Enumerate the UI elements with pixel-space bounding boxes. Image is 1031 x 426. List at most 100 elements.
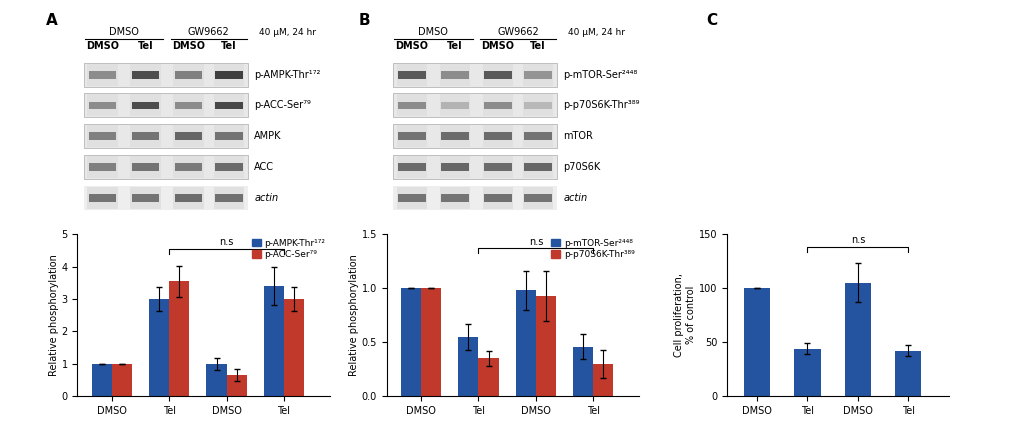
Bar bbox=[397, 94, 427, 116]
Text: DMSO: DMSO bbox=[109, 27, 139, 37]
Bar bbox=[525, 101, 552, 109]
Bar bbox=[844, 283, 871, 396]
Bar bbox=[89, 132, 117, 140]
FancyBboxPatch shape bbox=[393, 63, 557, 86]
Bar bbox=[174, 71, 202, 78]
Text: DMSO: DMSO bbox=[395, 40, 429, 51]
Bar bbox=[173, 125, 204, 147]
Bar bbox=[174, 132, 202, 140]
Bar bbox=[213, 94, 244, 116]
Bar bbox=[484, 163, 511, 171]
Bar bbox=[516, 291, 536, 396]
Text: Tel: Tel bbox=[221, 40, 237, 51]
Bar bbox=[215, 132, 242, 140]
Bar bbox=[525, 163, 552, 171]
Bar bbox=[523, 94, 554, 116]
Text: n.s: n.s bbox=[220, 237, 234, 247]
Bar bbox=[523, 156, 554, 178]
Bar bbox=[130, 94, 161, 116]
Text: Tel: Tel bbox=[447, 40, 463, 51]
Bar bbox=[398, 101, 426, 109]
Bar bbox=[483, 187, 513, 209]
Bar bbox=[398, 71, 426, 78]
Bar bbox=[89, 194, 117, 201]
Bar bbox=[398, 132, 426, 140]
Text: GW9662: GW9662 bbox=[497, 27, 539, 37]
FancyBboxPatch shape bbox=[84, 124, 247, 148]
Bar bbox=[536, 296, 556, 396]
Bar bbox=[484, 194, 511, 201]
Text: A: A bbox=[46, 13, 58, 28]
Text: ACC: ACC bbox=[254, 162, 274, 172]
Bar bbox=[88, 125, 118, 147]
Text: DMSO: DMSO bbox=[481, 40, 514, 51]
Bar bbox=[215, 163, 242, 171]
Bar bbox=[484, 132, 511, 140]
Y-axis label: Cell proliferation,
% of control: Cell proliferation, % of control bbox=[674, 273, 696, 357]
Bar bbox=[743, 288, 770, 396]
Bar bbox=[132, 71, 160, 78]
Text: AMPK: AMPK bbox=[254, 131, 281, 141]
Legend: p-mTOR-Ser²⁴⁴⁸, p-p70S6K-Thr³⁸⁹: p-mTOR-Ser²⁴⁴⁸, p-p70S6K-Thr³⁸⁹ bbox=[552, 239, 635, 259]
Bar bbox=[441, 101, 469, 109]
Text: p-mTOR-Ser²⁴⁴⁸: p-mTOR-Ser²⁴⁴⁸ bbox=[563, 70, 638, 80]
Bar bbox=[89, 101, 117, 109]
Text: p-p70S6K-Thr³⁸⁹: p-p70S6K-Thr³⁸⁹ bbox=[563, 101, 640, 110]
Y-axis label: Relative phosphorylation: Relative phosphorylation bbox=[348, 254, 359, 376]
Bar bbox=[439, 63, 470, 86]
Text: Tel: Tel bbox=[138, 40, 154, 51]
FancyBboxPatch shape bbox=[84, 63, 247, 86]
Bar bbox=[593, 364, 613, 396]
FancyBboxPatch shape bbox=[84, 93, 247, 118]
Bar bbox=[130, 187, 161, 209]
Bar bbox=[523, 125, 554, 147]
Text: GW9662: GW9662 bbox=[188, 27, 230, 37]
Text: 40 μM, 24 hr: 40 μM, 24 hr bbox=[568, 28, 626, 37]
Y-axis label: Relative phosphorylation: Relative phosphorylation bbox=[48, 254, 59, 376]
Bar bbox=[149, 299, 169, 396]
Text: DMSO: DMSO bbox=[172, 40, 205, 51]
Bar bbox=[174, 194, 202, 201]
Bar bbox=[483, 94, 513, 116]
Bar bbox=[215, 101, 242, 109]
Bar bbox=[441, 194, 469, 201]
Text: n.s: n.s bbox=[851, 235, 865, 245]
Bar bbox=[398, 163, 426, 171]
Bar bbox=[206, 364, 227, 396]
Bar bbox=[439, 187, 470, 209]
Bar bbox=[89, 163, 117, 171]
Bar bbox=[439, 125, 470, 147]
Bar bbox=[215, 194, 242, 201]
FancyBboxPatch shape bbox=[393, 155, 557, 179]
Bar bbox=[401, 288, 421, 396]
Bar bbox=[525, 132, 552, 140]
Bar bbox=[89, 71, 117, 78]
Bar bbox=[393, 186, 557, 210]
Bar bbox=[483, 125, 513, 147]
Bar bbox=[441, 71, 469, 78]
Bar bbox=[441, 163, 469, 171]
Bar bbox=[130, 63, 161, 86]
Bar bbox=[484, 71, 511, 78]
Text: DMSO: DMSO bbox=[86, 40, 120, 51]
Bar bbox=[213, 156, 244, 178]
Text: mTOR: mTOR bbox=[563, 131, 593, 141]
Bar bbox=[132, 132, 160, 140]
Bar bbox=[169, 281, 190, 396]
Bar bbox=[397, 156, 427, 178]
Bar bbox=[523, 187, 554, 209]
Bar bbox=[111, 364, 132, 396]
Bar bbox=[130, 156, 161, 178]
Text: Tel: Tel bbox=[530, 40, 546, 51]
Bar bbox=[525, 71, 552, 78]
FancyBboxPatch shape bbox=[393, 93, 557, 118]
Text: C: C bbox=[706, 13, 718, 28]
Bar bbox=[484, 101, 511, 109]
Bar bbox=[459, 337, 478, 396]
Bar bbox=[397, 63, 427, 86]
Bar bbox=[213, 125, 244, 147]
Bar bbox=[264, 286, 284, 396]
Bar bbox=[227, 375, 246, 396]
FancyBboxPatch shape bbox=[84, 155, 247, 179]
Bar bbox=[478, 358, 499, 396]
